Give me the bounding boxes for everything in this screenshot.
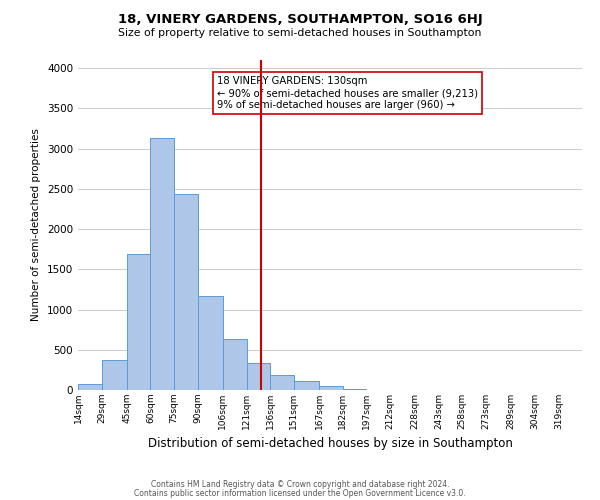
Bar: [101, 360, 127, 390]
Bar: [223, 340, 247, 390]
Bar: [198, 296, 223, 390]
Text: 18 VINERY GARDENS: 130sqm
← 90% of semi-detached houses are smaller (9,213)
9% o: 18 VINERY GARDENS: 130sqm ← 90% of semi-…: [217, 76, 478, 110]
Bar: [247, 364, 270, 390]
Bar: [151, 138, 174, 390]
Bar: [127, 254, 151, 390]
Bar: [319, 386, 343, 390]
Bar: [343, 389, 366, 390]
Text: 18, VINERY GARDENS, SOUTHAMPTON, SO16 6HJ: 18, VINERY GARDENS, SOUTHAMPTON, SO16 6H…: [118, 12, 482, 26]
Bar: [78, 384, 101, 390]
Text: Contains public sector information licensed under the Open Government Licence v3: Contains public sector information licen…: [134, 488, 466, 498]
Bar: [174, 194, 198, 390]
Bar: [270, 374, 294, 390]
Bar: [294, 381, 319, 390]
X-axis label: Distribution of semi-detached houses by size in Southampton: Distribution of semi-detached houses by …: [148, 438, 512, 450]
Text: Contains HM Land Registry data © Crown copyright and database right 2024.: Contains HM Land Registry data © Crown c…: [151, 480, 449, 489]
Text: Size of property relative to semi-detached houses in Southampton: Size of property relative to semi-detach…: [118, 28, 482, 38]
Y-axis label: Number of semi-detached properties: Number of semi-detached properties: [31, 128, 41, 322]
